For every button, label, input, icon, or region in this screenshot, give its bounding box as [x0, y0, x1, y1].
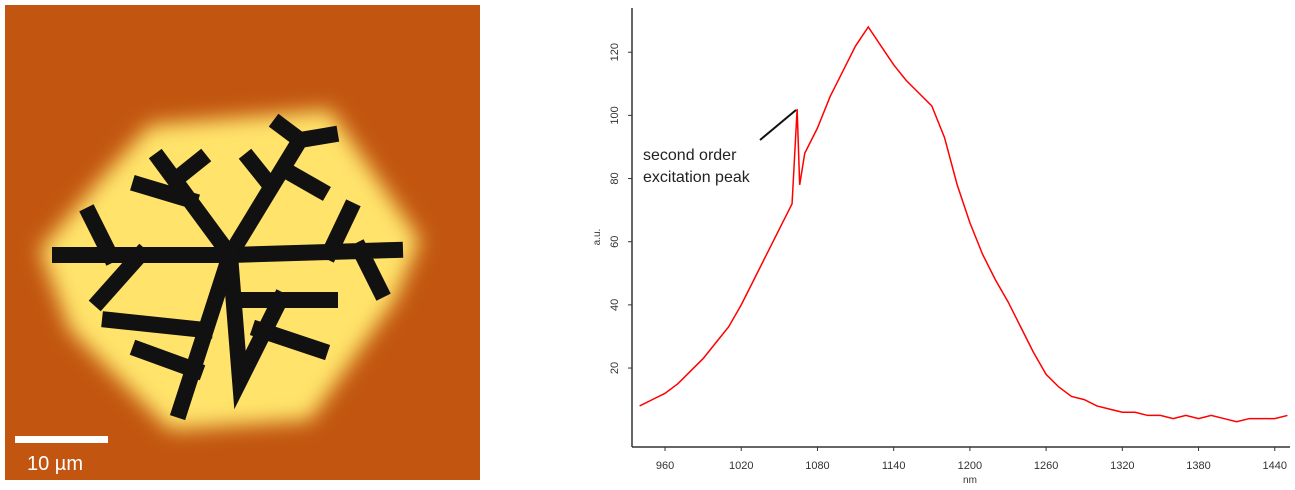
y-tick-label: 40: [609, 299, 621, 311]
x-tick-label: 1020: [729, 460, 753, 472]
x-tick-label: 1080: [805, 460, 829, 472]
snowflake-arms: [52, 113, 404, 421]
y-tick-label: 100: [609, 106, 621, 124]
x-tick-label: 1140: [882, 460, 906, 472]
y-tick-label: 20: [609, 362, 621, 374]
x-tick-label: 1200: [958, 460, 982, 472]
x-tick-label: 960: [656, 460, 674, 472]
x-axis-label: nm: [963, 475, 977, 485]
spectrum-chart: 20 40 60 80 100 120 960 1020 1080 1140 1200 1260 132…: [592, 8, 1290, 486]
x-tick-label: 1260: [1034, 460, 1058, 472]
y-tick-label: 80: [609, 172, 621, 184]
y-axis-label: a.u.: [592, 229, 603, 246]
x-tick-label: 1440: [1263, 460, 1287, 472]
y-tick-label: 120: [609, 43, 621, 61]
scale-bar-label: 10 µm: [27, 453, 83, 475]
y-tick-label: 60: [609, 236, 621, 248]
annotation: excitation peak: [643, 169, 751, 186]
annotation: second order: [643, 147, 737, 164]
x-tick-label: 1380: [1186, 460, 1210, 472]
scale-bar: [15, 436, 108, 443]
annotation-pointer: [759, 109, 797, 141]
x-tick-label: 1320: [1110, 460, 1134, 472]
spectrum-line: [639, 25, 1288, 423]
afm-image: 10 µm: [5, 5, 480, 480]
